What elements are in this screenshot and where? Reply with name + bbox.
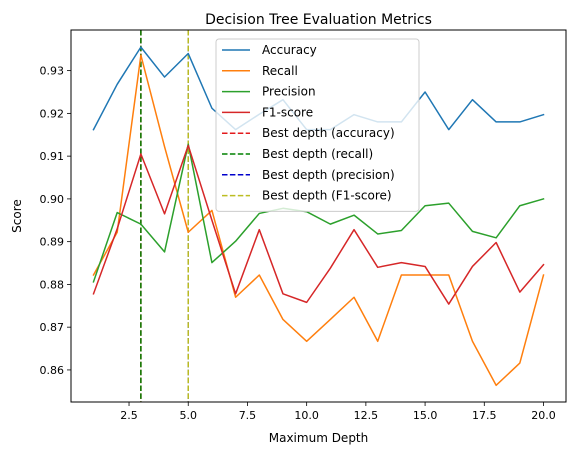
x-tick-label: 5.0 bbox=[179, 409, 197, 422]
y-tick-label: 0.92 bbox=[40, 107, 65, 120]
y-tick-label: 0.91 bbox=[40, 150, 65, 163]
y-tick-label: 0.86 bbox=[40, 364, 65, 377]
y-tick-label: 0.89 bbox=[40, 236, 65, 249]
legend-label-accuracy: Accuracy bbox=[262, 43, 317, 57]
y-axis-label: Score bbox=[10, 199, 24, 233]
x-tick-label: 7.5 bbox=[239, 409, 257, 422]
legend: Accuracy Recall Precision F1-score Best dept… bbox=[215, 38, 420, 212]
series-f1-score-line bbox=[92, 144, 545, 305]
series-recall-line bbox=[92, 54, 545, 387]
legend-label-recall: Recall bbox=[262, 64, 298, 78]
x-axis-label: Maximum Depth bbox=[269, 431, 369, 445]
legend-label-f1-score: F1-score bbox=[262, 105, 313, 119]
x-tick-label: 12.5 bbox=[354, 409, 379, 422]
x-tick-label: 20.0 bbox=[531, 409, 556, 422]
y-tick-label: 0.90 bbox=[40, 193, 65, 206]
legend-label-precision: Precision bbox=[262, 85, 316, 99]
legend-label-best-depth-f1-score: Best depth (F1-score) bbox=[262, 189, 392, 203]
y-axis-ticks: 0.86 0.87 0.88 0.89 0.90 0.91 0.92 0.93 bbox=[40, 65, 71, 377]
legend-label-best-depth-recall: Best depth (recall) bbox=[262, 147, 373, 161]
x-axis-ticks: 2.5 5.0 7.5 10.0 12.5 15.0 17.5 20.0 bbox=[120, 402, 556, 422]
y-tick-label: 0.88 bbox=[40, 278, 65, 291]
x-tick-label: 10.0 bbox=[294, 409, 319, 422]
x-tick-label: 15.0 bbox=[413, 409, 438, 422]
legend-label-best-depth-accuracy: Best depth (accuracy) bbox=[262, 126, 395, 140]
y-tick-label: 0.87 bbox=[40, 321, 65, 334]
y-tick-label: 0.93 bbox=[40, 65, 65, 78]
x-tick-label: 17.5 bbox=[472, 409, 497, 422]
chart-title: Decision Tree Evaluation Metrics bbox=[205, 12, 432, 28]
x-tick-label: 2.5 bbox=[120, 409, 138, 422]
best-depth-lines bbox=[140, 30, 189, 402]
legend-label-best-depth-precision: Best depth (precision) bbox=[262, 168, 395, 182]
legend-box bbox=[215, 38, 420, 212]
plot-frame bbox=[70, 29, 567, 403]
series-precision-line bbox=[92, 143, 545, 283]
